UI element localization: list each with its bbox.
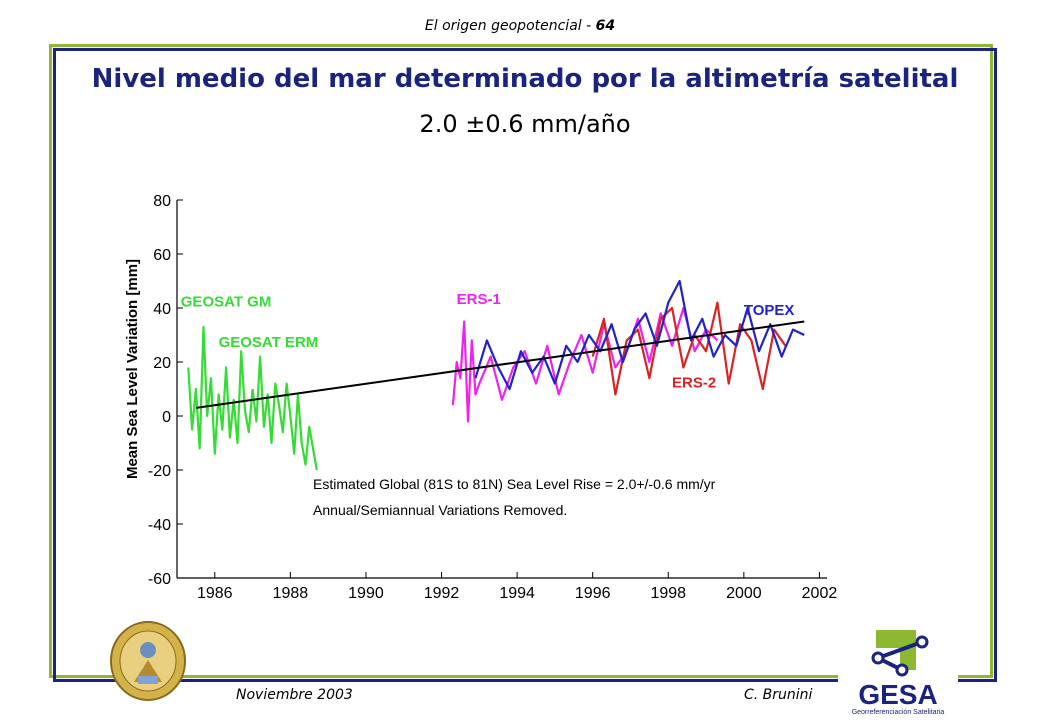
x-tick-label: 1996 — [575, 585, 611, 600]
y-tick-label: 0 — [162, 409, 171, 426]
series-line-ers-1 — [451, 306, 719, 423]
chart-annotation: Annual/Semiannual Variations Removed. — [313, 502, 567, 518]
series-line-trend — [195, 320, 805, 409]
header-page-number: 64 — [595, 18, 616, 34]
series-line-ers-2 — [591, 301, 787, 396]
footer-date: Noviembre 2003 — [236, 687, 353, 703]
x-tick-label: 1988 — [273, 585, 309, 600]
sea-level-chart: -60 -40 -20 0 20 40 60 80 1986 1988 1990 1992 1994 19… — [124, 193, 838, 600]
series-line-topex — [474, 279, 805, 391]
y-tick-label: 20 — [153, 355, 171, 372]
header-text: El origen geopotencial - — [424, 18, 596, 34]
y-axis-label: Mean Sea Level Variation [mm] — [124, 259, 141, 479]
x-tick-label: 1998 — [650, 585, 686, 600]
x-tick-label: 2002 — [802, 585, 838, 600]
slide-header: El origen geopotencial - 64 — [0, 18, 1040, 34]
x-tick-label: 1992 — [424, 585, 460, 600]
slide-subtitle: 2.0 ±0.6 mm/año — [419, 110, 631, 138]
university-seal-logo — [108, 620, 188, 706]
series-label: GEOSAT ERM — [219, 334, 319, 351]
x-tick-label: 1986 — [197, 585, 233, 600]
y-tick-label: 60 — [153, 247, 171, 264]
y-tick-label: -60 — [148, 571, 171, 588]
series-label: TOPEX — [744, 302, 795, 319]
footer-author: C. Brunini — [744, 687, 813, 703]
chart-annotation: Estimated Global (81S to 81N) Sea Level … — [313, 476, 716, 492]
x-tick-label: 2000 — [726, 585, 762, 600]
slide-frame-green — [49, 44, 993, 678]
slide-frame-navy — [53, 48, 997, 682]
gesa-logo: GESA Georreferenciación Satelitaria — [838, 624, 958, 720]
series-line-geosat-gm — [187, 325, 254, 455]
series-label: ERS-2 — [672, 375, 716, 392]
gesa-logo-tagline: Georreferenciación Satelitaria — [852, 709, 945, 716]
series-line-geosat-erm — [251, 355, 318, 471]
x-tick-label: 1994 — [499, 585, 535, 600]
y-tick-label: -40 — [148, 517, 171, 534]
slide-title: Nivel medio del mar determinado por la a… — [91, 64, 959, 94]
x-tick-label: 1990 — [348, 585, 384, 600]
series-label: ERS-1 — [457, 291, 501, 308]
y-tick-label: 40 — [153, 301, 171, 318]
y-tick-label: 80 — [153, 193, 171, 210]
gesa-logo-text: GESA — [858, 679, 937, 710]
series-label: GEOSAT GM — [181, 294, 272, 311]
y-tick-label: -20 — [148, 463, 171, 480]
